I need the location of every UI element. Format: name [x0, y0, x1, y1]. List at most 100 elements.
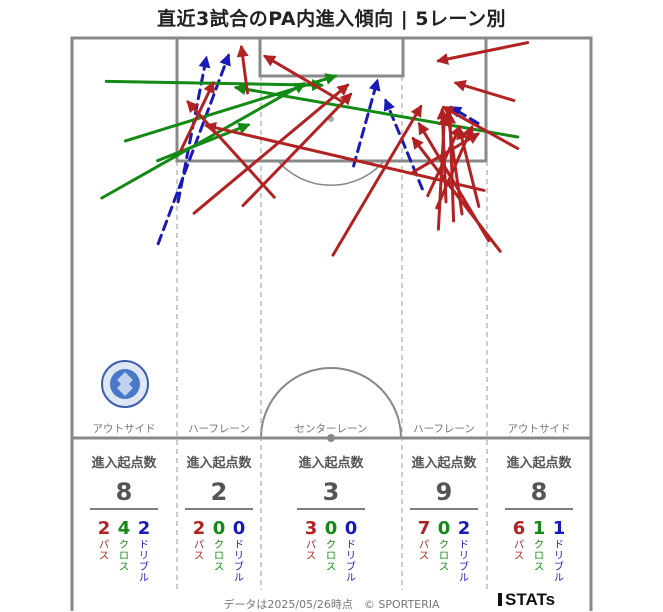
pass-label-1-char: ス: [99, 551, 109, 562]
pass-label-5-char: ス: [514, 551, 524, 562]
pass-label-4-char: パ: [419, 539, 429, 551]
pass-arrow-28: [263, 54, 345, 104]
brand-text: STATs: [505, 590, 556, 609]
cross-label-5: クロス: [534, 539, 544, 573]
cross-label-3: クロス: [326, 539, 336, 573]
cross-label-1: クロス: [119, 539, 129, 573]
lane-name-3: センターレーン: [295, 423, 368, 435]
lane-name-2: ハーフレーン: [188, 423, 250, 435]
center-circle: [260, 367, 402, 439]
start-total-1: 8: [116, 478, 133, 506]
pass-arrow-12: [411, 136, 502, 253]
penalty-arc: [277, 160, 385, 187]
cross-label-3-char: ロ: [326, 551, 336, 562]
pass-count-1: 2: [98, 518, 111, 539]
dribble-label-1-char: ル: [139, 573, 149, 584]
goal-area: [258, 36, 405, 78]
pass-arrow-26: [192, 83, 350, 215]
pass-arrow-25: [241, 92, 353, 208]
pass-arrow-31: [203, 121, 486, 192]
cross-arrow-10: [233, 83, 520, 139]
brand-logo: STATs: [498, 590, 555, 610]
pass-label-1-char: パ: [99, 539, 109, 551]
cross-label-2-char: ク: [214, 539, 224, 551]
dribble-arrow-5: [449, 105, 480, 125]
start-label-4: 進入起点数: [411, 455, 477, 471]
dribble-label-3-char: リ: [346, 551, 356, 562]
dribble-label-4-char: リ: [459, 551, 469, 562]
cross-label-4-char: ロ: [439, 551, 449, 562]
dribble-label-3-char: ル: [346, 573, 356, 584]
dribble-count-1: 2: [138, 518, 151, 539]
pass-label-4-char: ス: [419, 551, 429, 562]
lane-stats: 進入起点数82パス4クロス2ドリブル進入起点数22パス0クロス0ドリブル進入起点…: [90, 455, 573, 584]
pass-label-3-char: パ: [306, 539, 316, 551]
dribble-label-5-char: ブ: [554, 560, 564, 573]
arrow-layer: [100, 41, 530, 257]
dribble-count-3: 0: [345, 518, 358, 539]
cross-label-2-char: ス: [214, 562, 224, 573]
start-label-1: 進入起点数: [91, 455, 157, 471]
cross-label-5-char: ク: [534, 539, 544, 551]
pass-label-3: パス: [306, 539, 316, 562]
club-crest-logo: [101, 360, 149, 408]
cross-label-5-char: ス: [534, 562, 544, 573]
center-spot: [327, 434, 335, 442]
lane-name-5: アウトサイド: [508, 423, 571, 435]
cross-label-2: クロス: [214, 539, 224, 573]
cross-label-1-char: ロ: [119, 551, 129, 562]
dribble-count-2: 0: [233, 518, 246, 539]
start-total-2: 2: [211, 478, 228, 506]
pass-arrow-30: [186, 100, 276, 199]
cross-label-2-char: ロ: [214, 551, 224, 562]
cross-arrow-8: [100, 82, 307, 200]
lane-dividers: [176, 76, 488, 590]
start-label-5: 進入起点数: [506, 455, 572, 471]
pass-arrow-29: [179, 80, 215, 152]
pass-arrow-24: [411, 132, 481, 174]
dribble-arrow-2: [156, 53, 231, 246]
brand-mark-icon: [498, 593, 502, 606]
pass-arrow-14: [441, 105, 520, 150]
pass-arrow-11: [331, 104, 423, 257]
pass-arrow-27: [236, 44, 249, 95]
lane-name-1: アウトサイド: [93, 423, 156, 435]
dribble-count-5: 1: [553, 518, 566, 539]
dribble-arrow-4: [352, 78, 381, 168]
pass-label-4: パス: [419, 539, 429, 562]
cross-label-3-char: ク: [326, 539, 336, 551]
pass-label-5: パス: [514, 539, 524, 562]
pass-label-2: パス: [194, 539, 204, 562]
cross-count-3: 0: [325, 518, 338, 539]
start-total-5: 8: [531, 478, 548, 506]
cross-label-1-char: ス: [119, 562, 129, 573]
dribble-label-2-char: リ: [234, 551, 244, 562]
dribble-label-2-char: ド: [234, 540, 244, 551]
pass-label-2-char: ス: [194, 551, 204, 562]
dribble-label-1-char: リ: [139, 551, 149, 562]
pass-count-2: 2: [193, 518, 206, 539]
dribble-label-4-char: ブ: [459, 560, 469, 573]
cross-count-4: 0: [438, 518, 451, 539]
cross-label-3-char: ス: [326, 562, 336, 573]
dribble-label-4-char: ド: [459, 540, 469, 551]
dribble-count-4: 2: [458, 518, 471, 539]
pass-count-5: 6: [513, 518, 526, 539]
dribble-label-3-char: ド: [346, 540, 356, 551]
pass-label-3-char: ス: [306, 551, 316, 562]
dribble-label-1-char: ブ: [139, 560, 149, 573]
cross-label-4-char: ス: [439, 562, 449, 573]
dribble-label-5-char: リ: [554, 551, 564, 562]
cross-label-5-char: ロ: [534, 551, 544, 562]
dribble-label-2-char: ル: [234, 573, 244, 584]
start-label-2: 進入起点数: [186, 455, 252, 471]
pass-count-3: 3: [305, 518, 318, 539]
cross-count-2: 0: [213, 518, 226, 539]
cross-count-5: 1: [533, 518, 546, 539]
cross-count-1: 4: [118, 518, 131, 539]
